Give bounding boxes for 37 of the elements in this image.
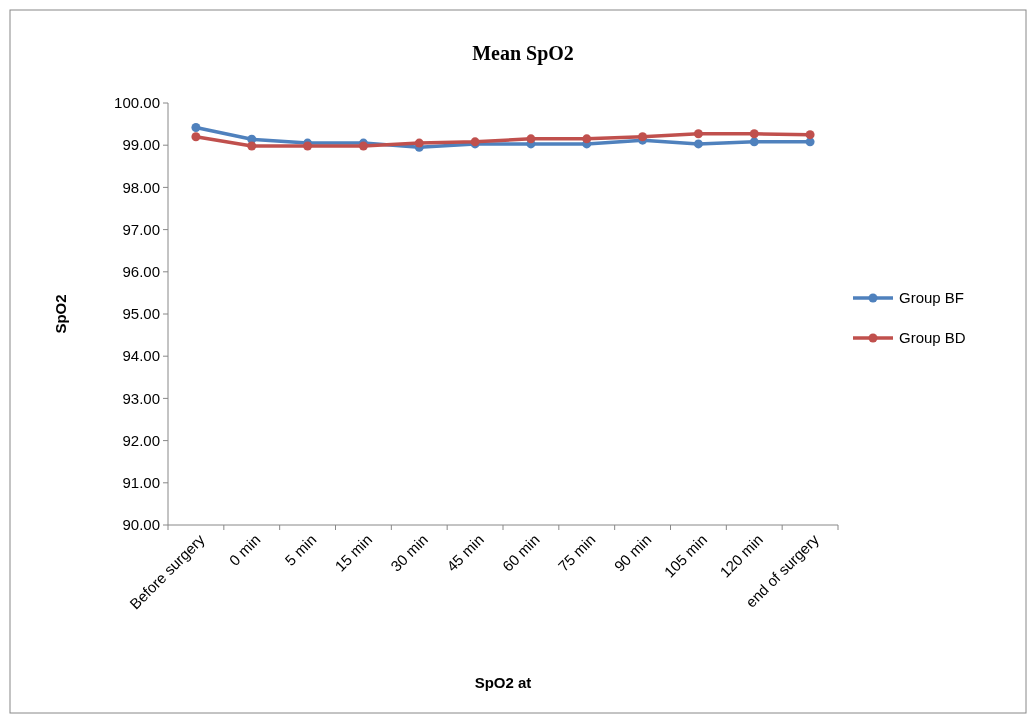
point	[191, 122, 201, 132]
y-axis-title: SpO2	[52, 294, 69, 334]
y-tick-label: 91.00	[122, 474, 160, 492]
point	[693, 129, 703, 139]
y-tick-label: 93.00	[122, 389, 160, 407]
point	[191, 132, 201, 142]
y-tick-label: 96.00	[122, 263, 160, 281]
chart-title: Mean SpO2	[472, 42, 574, 65]
y-tick-label: 92.00	[122, 431, 160, 449]
x-tick-label: 45 min	[443, 530, 487, 575]
x-tick-label: 30 min	[387, 530, 432, 575]
x-tick-label: 0 min	[225, 530, 264, 569]
point	[247, 141, 257, 151]
x-tick-label: 60 min	[498, 530, 543, 575]
x-tick-label: 90 min	[610, 530, 655, 575]
legend-label: Group BF	[899, 289, 965, 307]
point	[805, 130, 815, 140]
point	[414, 138, 424, 148]
point	[526, 134, 536, 144]
point	[582, 134, 592, 144]
y-tick-label: 97.00	[122, 220, 160, 238]
y-tick-label: 95.00	[122, 305, 160, 323]
y-tick-label: 94.00	[122, 347, 160, 365]
point	[749, 137, 759, 147]
x-tick-label: 120 min	[716, 530, 767, 581]
point	[749, 129, 759, 139]
legend-label: Group BD	[899, 329, 966, 347]
x-tick-label: 5 min	[281, 530, 320, 569]
x-tick-label: 15 min	[331, 530, 376, 575]
y-tick-label: 90.00	[122, 516, 160, 534]
point	[693, 139, 703, 149]
x-tick-label: 105 min	[660, 530, 711, 581]
y-tick-label: 98.00	[122, 178, 160, 196]
x-tick-label: 75 min	[554, 530, 599, 575]
y-tick-label: 99.00	[122, 136, 160, 154]
y-tick-label: 100.00	[114, 94, 160, 112]
x-axis-title: SpO2 at	[474, 674, 532, 691]
